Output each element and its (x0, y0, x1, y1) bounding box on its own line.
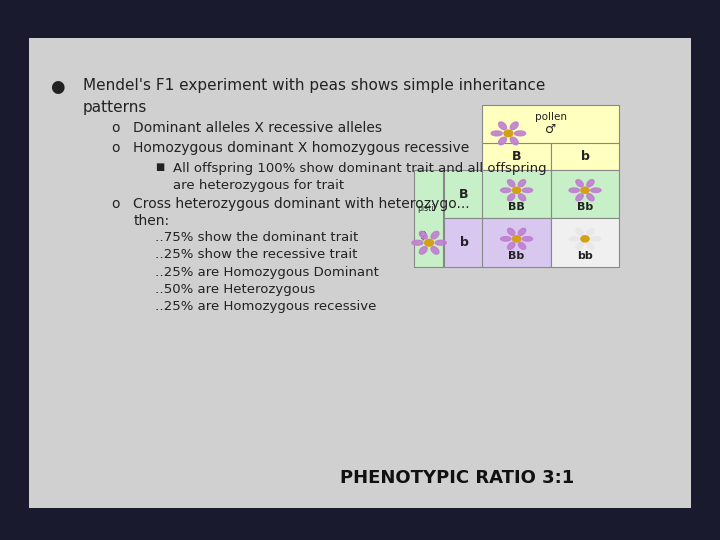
Circle shape (504, 130, 513, 137)
Text: ♂: ♂ (545, 123, 557, 136)
Ellipse shape (590, 188, 601, 192)
Ellipse shape (518, 228, 526, 235)
FancyBboxPatch shape (551, 143, 619, 170)
Text: All offspring 100% show dominant trait and all offspring: All offspring 100% show dominant trait a… (173, 162, 546, 175)
Text: ■: ■ (155, 162, 164, 172)
FancyBboxPatch shape (691, 0, 720, 540)
FancyBboxPatch shape (0, 0, 720, 38)
Text: ‥25% show the recessive trait: ‥25% show the recessive trait (155, 248, 357, 261)
Text: ‥25% are Homozygous Dominant: ‥25% are Homozygous Dominant (155, 266, 379, 279)
Ellipse shape (508, 180, 515, 187)
Ellipse shape (590, 237, 601, 241)
FancyBboxPatch shape (551, 170, 619, 218)
Text: o: o (112, 141, 120, 156)
FancyBboxPatch shape (414, 170, 443, 267)
Ellipse shape (508, 194, 515, 201)
Text: o: o (112, 122, 120, 136)
Circle shape (581, 236, 589, 242)
Ellipse shape (412, 240, 423, 245)
FancyBboxPatch shape (551, 218, 619, 267)
Ellipse shape (569, 188, 580, 192)
FancyBboxPatch shape (482, 143, 551, 170)
Text: b: b (459, 236, 469, 249)
Ellipse shape (576, 194, 583, 201)
Ellipse shape (576, 180, 583, 187)
FancyBboxPatch shape (444, 218, 484, 267)
Ellipse shape (431, 247, 439, 254)
Text: are heterozygous for trait: are heterozygous for trait (173, 179, 344, 192)
Text: ‥75% show the dominant trait: ‥75% show the dominant trait (155, 231, 358, 244)
Text: Homozygous dominant X homozygous recessive: Homozygous dominant X homozygous recessi… (133, 141, 469, 156)
Ellipse shape (518, 180, 526, 187)
Text: bb: bb (577, 251, 593, 260)
Circle shape (425, 239, 433, 246)
Text: ♀: ♀ (419, 231, 427, 240)
Text: BB: BB (508, 202, 525, 212)
Ellipse shape (510, 137, 518, 145)
Text: ●: ● (50, 78, 65, 96)
Circle shape (581, 187, 589, 193)
Ellipse shape (436, 240, 446, 245)
FancyBboxPatch shape (482, 105, 619, 146)
Ellipse shape (518, 194, 526, 201)
Text: pollen: pollen (535, 112, 567, 122)
Ellipse shape (587, 180, 594, 187)
Text: PHENOTYPIC RATIO 3:1: PHENOTYPIC RATIO 3:1 (340, 469, 575, 487)
Text: B: B (459, 187, 469, 201)
Ellipse shape (576, 242, 583, 249)
Ellipse shape (431, 231, 439, 239)
Text: o: o (112, 197, 120, 211)
Text: b: b (580, 150, 590, 163)
Text: Bb: Bb (508, 251, 525, 260)
Ellipse shape (419, 231, 427, 239)
Ellipse shape (518, 242, 526, 249)
Ellipse shape (419, 247, 427, 254)
Ellipse shape (587, 194, 594, 201)
Circle shape (513, 187, 521, 193)
Ellipse shape (500, 188, 511, 192)
Text: Cross heterozygous dominant with heterozygo...: Cross heterozygous dominant with heteroz… (133, 197, 470, 211)
Text: patterns: patterns (83, 100, 147, 115)
Ellipse shape (500, 237, 511, 241)
FancyBboxPatch shape (482, 218, 551, 267)
Ellipse shape (522, 237, 533, 241)
Text: B: B (512, 150, 521, 163)
FancyBboxPatch shape (0, 0, 29, 540)
Text: then:: then: (133, 214, 169, 228)
Text: pistil: pistil (418, 204, 436, 213)
Text: ‥25% are Homozygous recessive: ‥25% are Homozygous recessive (155, 300, 376, 313)
Circle shape (513, 236, 521, 242)
Text: Mendel's F1 experiment with peas shows simple inheritance: Mendel's F1 experiment with peas shows s… (83, 78, 545, 93)
Ellipse shape (491, 131, 503, 136)
Text: Bb: Bb (577, 202, 593, 212)
Ellipse shape (499, 122, 506, 130)
Text: ‥50% are Heterozygous: ‥50% are Heterozygous (155, 283, 315, 296)
Ellipse shape (522, 188, 533, 192)
FancyBboxPatch shape (22, 32, 698, 518)
FancyBboxPatch shape (444, 170, 484, 218)
Ellipse shape (508, 228, 515, 235)
Ellipse shape (510, 122, 518, 130)
Text: Dominant alleles X recessive alleles: Dominant alleles X recessive alleles (133, 122, 382, 136)
FancyBboxPatch shape (0, 508, 720, 540)
Ellipse shape (499, 137, 506, 145)
Ellipse shape (587, 228, 594, 235)
Ellipse shape (508, 242, 515, 249)
FancyBboxPatch shape (482, 170, 551, 218)
Ellipse shape (576, 228, 583, 235)
Ellipse shape (515, 131, 526, 136)
Ellipse shape (587, 242, 594, 249)
Ellipse shape (569, 237, 580, 241)
